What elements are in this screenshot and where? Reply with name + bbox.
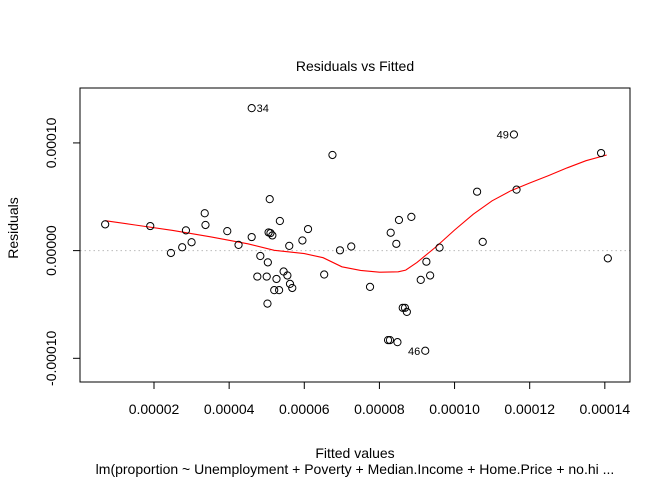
x-tick-label: 0.00010 [429, 401, 480, 417]
data-point [285, 279, 295, 288]
data-point [400, 303, 410, 312]
data-point [275, 216, 284, 226]
data-point [200, 209, 209, 218]
data-point [181, 226, 191, 235]
data-point [421, 346, 430, 355]
data-point [402, 307, 411, 316]
y-tick-label: -0.00010 [43, 330, 59, 385]
data-point [393, 338, 402, 347]
data-point [347, 242, 356, 251]
data-point [394, 215, 404, 225]
data-point [472, 187, 482, 196]
data-point [509, 130, 519, 139]
data-point [407, 212, 416, 222]
data-point [266, 228, 275, 238]
data-point [603, 254, 612, 263]
data-point [253, 272, 262, 281]
data-point [288, 283, 297, 293]
data-point [263, 299, 272, 308]
data-point [386, 228, 395, 237]
data-point [201, 220, 210, 230]
plot-area: 0.00002 0.00004 0.00006 0.00008 0.00010 0.000… [43, 87, 631, 417]
data-point [247, 232, 256, 242]
y-tick-label: 0.00010 [43, 117, 59, 168]
data-point [272, 274, 281, 284]
chart-subtitle: lm(proportion ~ Unemployment + Poverty +… [96, 461, 615, 477]
data-point [101, 220, 110, 229]
data-point [385, 336, 395, 345]
data-point [320, 270, 329, 279]
data-point [265, 195, 274, 204]
data-point [303, 224, 313, 234]
y-axis-label: Residuals [5, 197, 21, 258]
x-tick-label: 0.00006 [279, 401, 330, 417]
data-point [298, 236, 307, 245]
data-point [268, 231, 277, 240]
data-point [328, 150, 337, 160]
data-point [478, 237, 487, 246]
data-point [512, 185, 521, 194]
data-point [256, 251, 265, 261]
data-point [335, 246, 345, 255]
x-tick-label: 0.00014 [580, 401, 631, 417]
outlier-label: 49 [497, 130, 509, 142]
data-point [187, 238, 196, 247]
data-point [146, 221, 155, 231]
x-axis-label: Fitted values [315, 445, 394, 461]
data-point [263, 258, 272, 267]
x-tick-label: 0.00012 [504, 401, 555, 417]
data-point [283, 271, 292, 280]
data-point [166, 248, 176, 258]
y-tick-label: 0.00000 [43, 225, 59, 276]
data-point [223, 227, 232, 236]
x-tick-label: 0.00002 [129, 401, 180, 417]
chart-title: Residuals vs Fitted [296, 58, 414, 74]
data-point [275, 286, 284, 295]
data-point [285, 241, 294, 250]
data-point [596, 148, 606, 158]
data-point [234, 240, 243, 250]
data-point [247, 104, 256, 113]
outlier-label: 34 [257, 103, 269, 115]
x-tick-label: 0.00004 [204, 401, 255, 417]
data-point [416, 275, 425, 285]
data-point [422, 257, 431, 266]
x-tick-label: 0.00008 [354, 401, 405, 417]
data-point [365, 282, 375, 292]
data-point [392, 239, 401, 248]
outlier-label: 46 [408, 346, 420, 358]
data-point [426, 271, 435, 280]
data-point [435, 243, 444, 252]
data-point [262, 272, 271, 281]
data-point [270, 286, 279, 295]
data-point [398, 303, 407, 312]
data-point [178, 243, 187, 252]
